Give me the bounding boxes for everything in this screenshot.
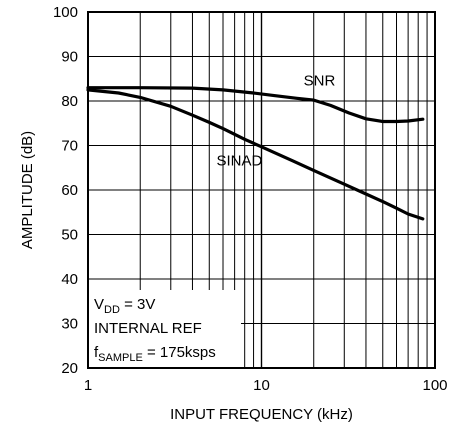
- x-tick-label: 10: [253, 377, 270, 394]
- annotation-line: fSAMPLE = 175ksps: [94, 344, 216, 364]
- x-tick-label: 1: [84, 377, 92, 394]
- annotation-box: [89, 290, 241, 367]
- y-tick-label: 40: [61, 271, 78, 288]
- annotation-line: VDD = 3V: [94, 296, 155, 316]
- series-line-sinad: [86, 88, 425, 221]
- series-lines: SNR SINAD: [86, 72, 425, 221]
- y-tick-label: 20: [61, 360, 78, 377]
- x-axis-title: INPUT FREQUENCY (kHz): [170, 406, 353, 423]
- y-tick-label: 50: [61, 227, 78, 244]
- series-line-snr: [86, 86, 425, 124]
- y-tick-label: 90: [61, 49, 78, 66]
- plot-frame: [87, 11, 436, 369]
- y-tick-label: 70: [61, 138, 78, 155]
- y-tick-label: 80: [61, 93, 78, 110]
- series-label-sinad: SINAD: [216, 153, 262, 170]
- y-axis-title: AMPLITUDE (dB): [19, 131, 36, 249]
- y-tick-label: 100: [53, 4, 78, 21]
- series-label-snr: SNR: [304, 72, 336, 89]
- y-tick-label: 30: [61, 316, 78, 333]
- grid: [88, 12, 435, 368]
- x-tick-label: 100: [422, 377, 447, 394]
- annotation-line: INTERNAL REF: [94, 320, 202, 337]
- annotation: VDD = 3V INTERNAL REF fSAMPLE = 175ksps: [94, 296, 216, 364]
- y-tick-label: 60: [61, 182, 78, 199]
